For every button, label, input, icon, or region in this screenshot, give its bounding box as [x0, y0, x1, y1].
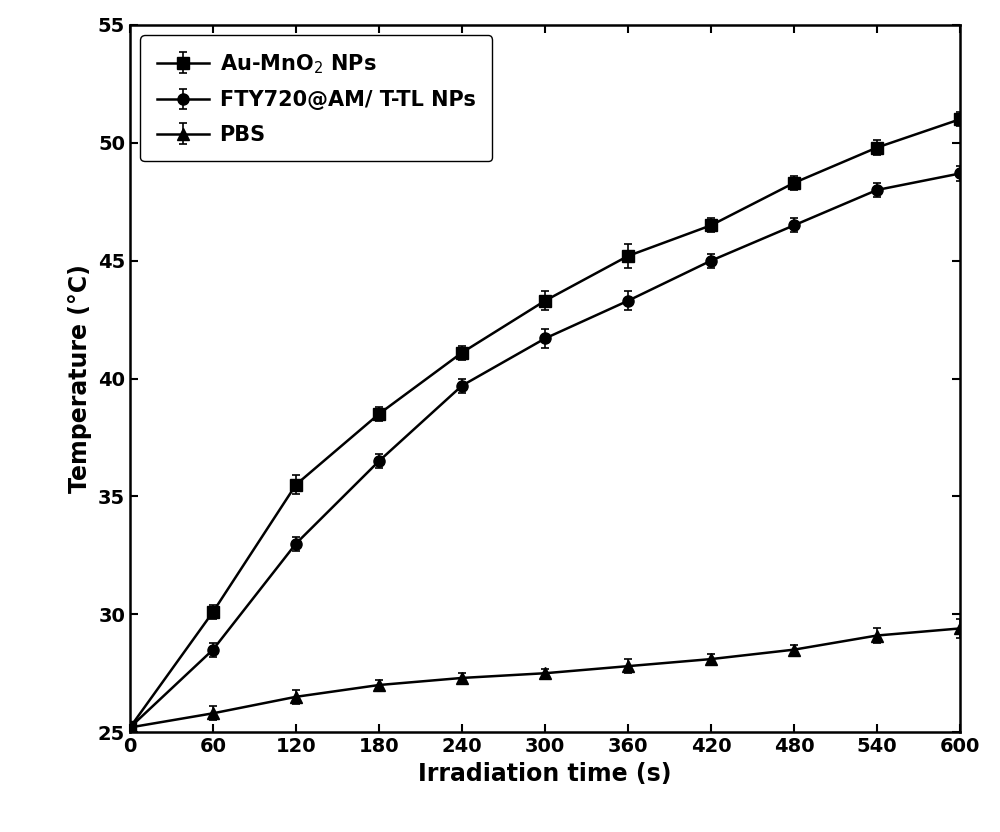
Legend: Au-MnO$_2$ NPs, FTY720@AM/ T-TL NPs, PBS: Au-MnO$_2$ NPs, FTY720@AM/ T-TL NPs, PBS	[140, 36, 492, 161]
Y-axis label: Temperature (°C): Temperature (°C)	[68, 264, 92, 493]
X-axis label: Irradiation time (s): Irradiation time (s)	[418, 761, 672, 785]
